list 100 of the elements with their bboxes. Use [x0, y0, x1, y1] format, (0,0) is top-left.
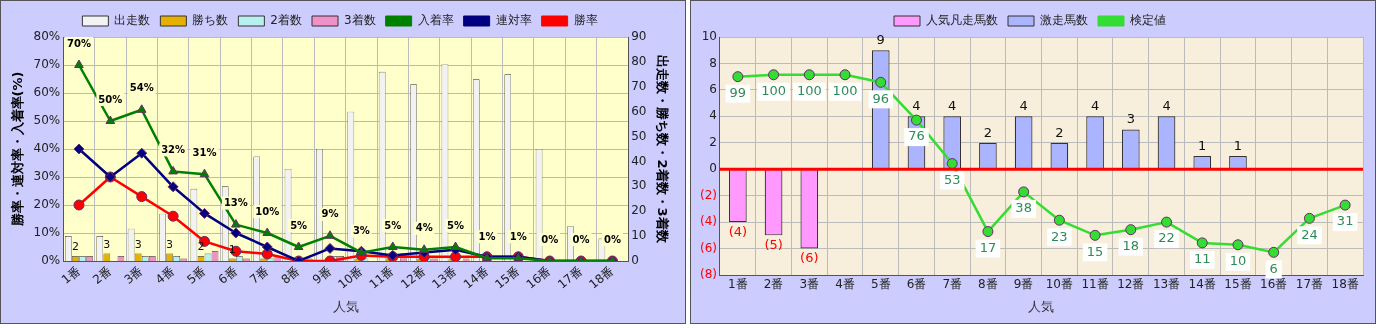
x-tick-label: 7番	[247, 263, 272, 287]
data-label: 3	[134, 237, 142, 251]
y-tick-label: 0	[709, 161, 717, 176]
data-label: 9%	[321, 208, 339, 220]
data-label: (4)	[728, 223, 748, 239]
data-label: 22	[1158, 230, 1175, 246]
x-tick-label: 5番	[870, 277, 891, 292]
data-label: 13%	[223, 197, 248, 209]
legend-label: 勝率	[573, 13, 598, 28]
x-tick-label: 3番	[799, 277, 820, 292]
legend-label: 出走数	[114, 13, 151, 28]
x-tick-label: 8番	[978, 277, 998, 292]
data-label: 50%	[98, 93, 123, 105]
x-tick-label: 14番	[1188, 277, 1216, 292]
x-tick-label: 12番	[1117, 277, 1145, 292]
data-label: 2	[983, 124, 993, 140]
y-axis-title: 勝率・連対率・入着率(%)	[10, 71, 26, 228]
y-tick-label: 0%	[41, 253, 61, 268]
data-label: 99	[729, 85, 747, 101]
data-label: 2	[1055, 124, 1064, 140]
data-label: 15	[1086, 243, 1104, 259]
data-label: 5%	[447, 219, 465, 231]
x-tick-label: 17番	[1295, 277, 1324, 292]
x-tick-label: 9番	[309, 263, 334, 287]
x-tick-label: 17番	[554, 263, 585, 292]
data-label: 4	[912, 98, 921, 114]
legend-label: 3着数	[344, 13, 376, 28]
data-label: 0%	[603, 233, 621, 245]
x-tick-label: 4番	[835, 277, 855, 292]
y-tick-label: (2)	[700, 187, 717, 202]
y-tick-label: (6)	[700, 240, 717, 255]
y2-tick-label: 30	[631, 178, 647, 193]
data-label: 2	[71, 240, 79, 254]
x-tick-label: 18番	[1331, 277, 1359, 292]
data-label: (5)	[764, 237, 783, 253]
y2-tick-label: 20	[631, 203, 647, 218]
data-label: 23	[1051, 228, 1068, 244]
data-label: 38	[1015, 200, 1032, 216]
data-label: 3	[166, 237, 174, 251]
legend-label: 激走馬数	[1040, 13, 1088, 28]
x-tick-label: 14番	[460, 263, 491, 292]
y-tick-label: (8)	[700, 267, 717, 282]
data-label: 96	[872, 90, 890, 106]
data-label: 6	[1269, 260, 1278, 276]
x-tick-label: 10番	[335, 263, 366, 292]
data-label: (6)	[800, 250, 819, 266]
y2-tick-label: 60	[631, 103, 647, 118]
data-label: 54%	[129, 82, 154, 94]
legend-label: 検定値	[1130, 13, 1166, 28]
data-label: 10	[1229, 253, 1247, 269]
data-label: 100	[832, 83, 858, 99]
data-label: 3	[103, 237, 111, 251]
y-tick-label: 2	[709, 134, 717, 149]
data-label: 76	[908, 128, 925, 144]
x-tick-label: 9番	[1013, 277, 1034, 292]
y2-tick-label: 10	[631, 228, 647, 243]
data-label: 1	[1233, 137, 1243, 153]
data-label: 5%	[384, 219, 402, 231]
y-tick-label: 10%	[33, 225, 61, 240]
y-tick-label: 8	[709, 55, 717, 70]
y-tick-label: 6	[709, 82, 717, 97]
x-tick-label: 11番	[1081, 277, 1109, 292]
data-label: 0%	[572, 233, 590, 245]
y2-tick-label: 70	[631, 78, 647, 93]
data-label: 4	[948, 98, 957, 114]
y2-tick-label: 0	[631, 253, 639, 268]
y2-tick-label: 90	[631, 29, 647, 44]
legend-label: 入着率	[417, 13, 454, 28]
y-tick-label: 40%	[33, 141, 61, 156]
x-tick-label: 8番	[278, 263, 303, 287]
x-tick-label: 3番	[121, 263, 146, 287]
data-label: 0%	[541, 233, 559, 245]
x-tick-label: 12番	[398, 263, 429, 292]
x-axis-title: 人気	[1028, 298, 1055, 314]
data-label: 70%	[66, 37, 91, 49]
data-label: 32%	[161, 144, 186, 155]
x-tick-label: 4番	[152, 263, 177, 287]
x-tick-label: 2番	[763, 277, 784, 292]
data-label: 1	[228, 242, 236, 256]
data-label: 1%	[478, 230, 496, 242]
data-label: 10%	[255, 205, 280, 217]
x-tick-label: 1番	[58, 263, 83, 287]
data-label: 100	[796, 83, 822, 99]
data-label: 4	[1090, 98, 1100, 114]
y-tick-label: 10	[701, 29, 717, 44]
y2-tick-label: 80	[631, 54, 647, 69]
legend-label: 勝ち数	[192, 13, 229, 28]
y-tick-label: 60%	[33, 85, 61, 100]
legend-label: 2着数	[270, 13, 303, 28]
data-label: 4%	[415, 222, 433, 234]
legend-label: 人気凡走馬数	[926, 13, 998, 28]
x-tick-label: 1番	[728, 277, 748, 292]
y-tick-label: 20%	[33, 197, 61, 212]
y-tick-label: 50%	[33, 113, 61, 128]
x-tick-label: 7番	[942, 277, 963, 292]
y2-axis-title: 出走数・勝ち数・2着数・3着数	[654, 55, 670, 244]
data-label: 3%	[352, 225, 370, 237]
data-label: 31%	[192, 146, 217, 158]
data-label: 9	[876, 32, 885, 48]
x-tick-label: 11番	[366, 263, 397, 292]
